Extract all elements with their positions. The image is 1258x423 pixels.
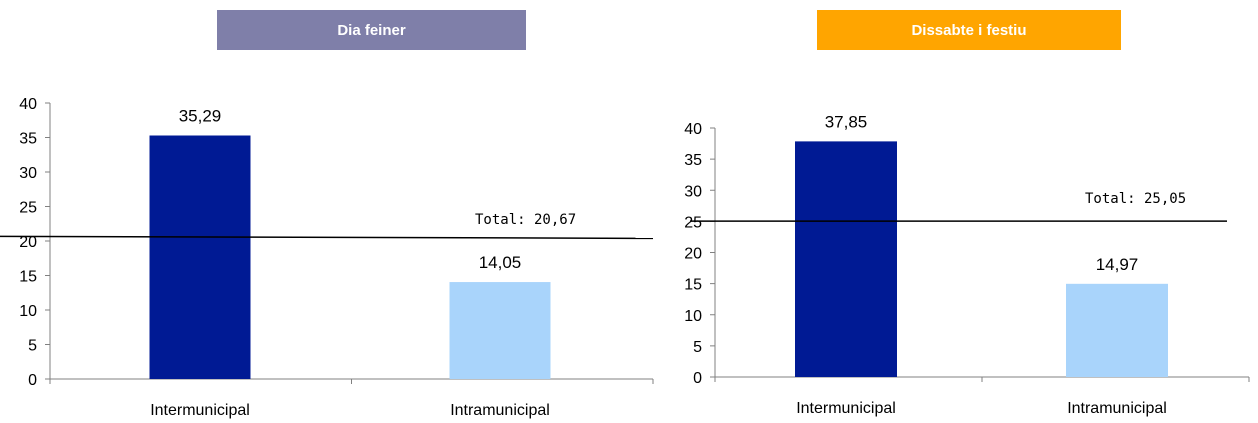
chart-0-total-label: Total: 20,67 <box>475 212 576 228</box>
chart-0-ytick-label-0: 0 <box>28 372 37 389</box>
chart-1-ytick-label-40: 40 <box>684 121 702 138</box>
chart-0-total-line <box>0 235 654 240</box>
chart-1-ytick-label-35: 35 <box>684 152 702 169</box>
chart-0-bar-intermunicipal <box>149 135 251 379</box>
chart-1-ytick-label-5: 5 <box>693 339 702 356</box>
chart-0-category-label-intermunicipal: Intermunicipal <box>150 402 250 419</box>
chart-1-ytick-label-15: 15 <box>684 277 702 294</box>
chart-1-value-label-intramunicipal: 14,97 <box>1096 255 1139 274</box>
chart-0-ytick-label-10: 10 <box>19 303 37 320</box>
chart-title-dia-feiner: Dia feiner <box>217 10 526 50</box>
chart-1-category-label-intramunicipal: Intramunicipal <box>1067 400 1167 417</box>
chart-0-ytick-label-40: 40 <box>19 96 37 113</box>
chart-0-ytick-label-30: 30 <box>19 165 37 182</box>
chart-1-total-label: Total: 25,05 <box>1085 191 1186 207</box>
chart-1-value-label-intermunicipal: 37,85 <box>825 112 868 131</box>
chart-0-bar-intramunicipal <box>449 282 551 379</box>
chart-1-ytick-label-20: 20 <box>684 246 702 263</box>
chart-0-ytick-label-25: 25 <box>19 200 37 217</box>
chart-0-value-label-intramunicipal: 14,05 <box>479 253 522 272</box>
chart-1-ytick-label-0: 0 <box>693 370 702 387</box>
chart-1-bar-intermunicipal <box>795 141 897 377</box>
chart-0-category-label-intramunicipal: Intramunicipal <box>450 402 550 419</box>
chart-1-bar-intramunicipal <box>1066 283 1168 377</box>
chart-0-ytick-label-15: 15 <box>19 269 37 286</box>
chart-1-ytick-label-30: 30 <box>684 183 702 200</box>
chart-0-ytick-label-20: 20 <box>19 234 37 251</box>
chart-1-category-label-intermunicipal: Intermunicipal <box>796 400 896 417</box>
chart-title-dissabte-festiu: Dissabte i festiu <box>817 10 1121 50</box>
chart-0-ytick-label-35: 35 <box>19 131 37 148</box>
chart-1-ytick-label-10: 10 <box>684 308 702 325</box>
chart-0-value-label-intermunicipal: 35,29 <box>179 106 222 125</box>
chart-0-ytick-label-5: 5 <box>28 338 37 355</box>
chart-1-ytick-label-25: 25 <box>684 214 702 231</box>
